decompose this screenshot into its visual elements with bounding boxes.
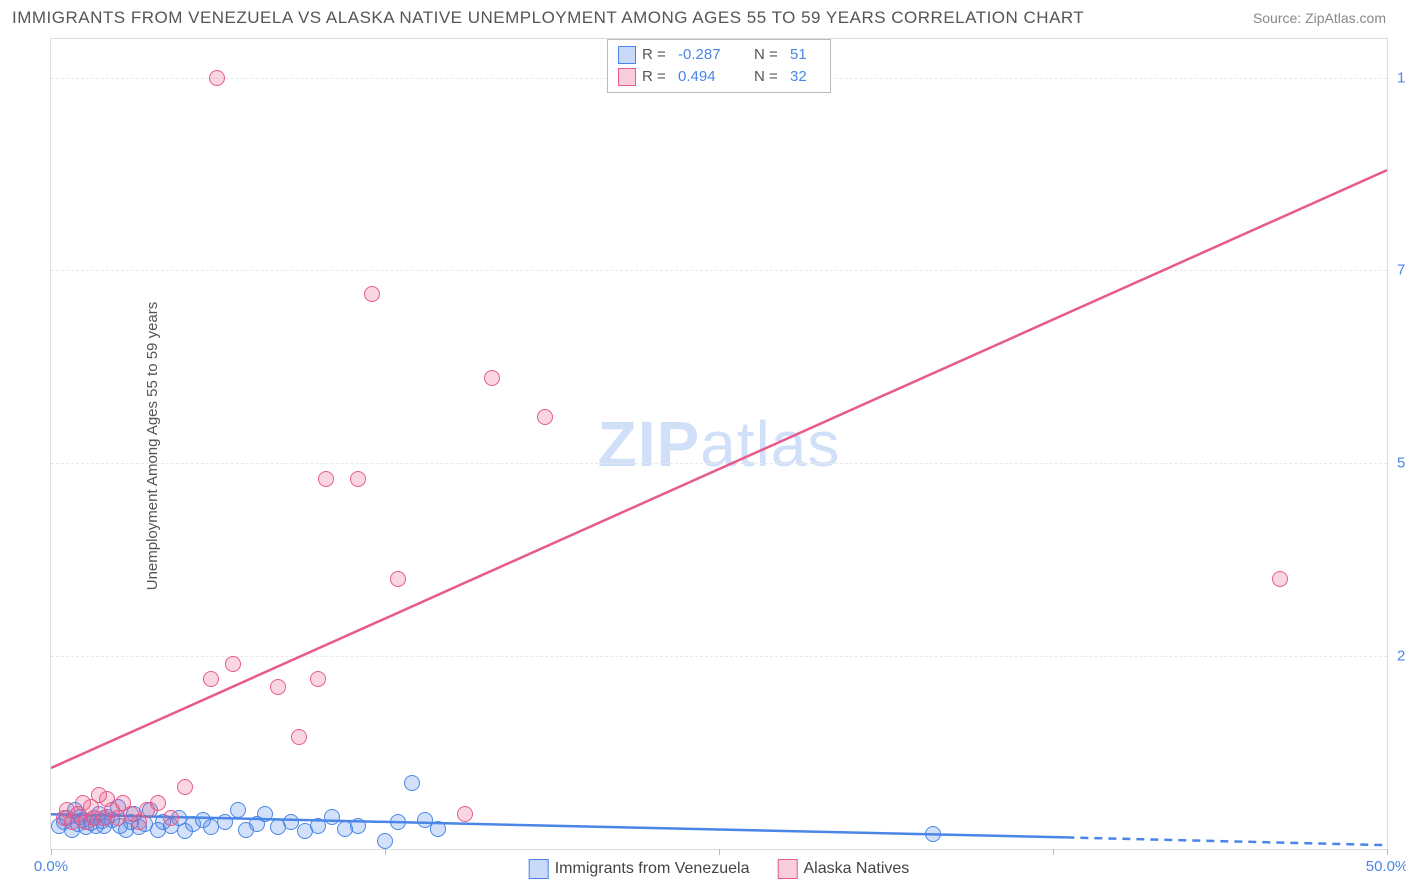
legend-item-series-0: Immigrants from Venezuela bbox=[529, 859, 750, 879]
swatch-icon bbox=[529, 859, 549, 879]
data-point bbox=[310, 671, 326, 687]
correlation-legend: R = -0.287 N = 51 R = 0.494 N = 32 bbox=[607, 39, 831, 93]
data-point bbox=[318, 471, 334, 487]
y-tick-label: 75.0% bbox=[1397, 262, 1406, 279]
data-point bbox=[377, 833, 393, 849]
y-tick-label: 100.0% bbox=[1397, 69, 1406, 86]
y-tick-label: 25.0% bbox=[1397, 648, 1406, 665]
data-point bbox=[150, 795, 166, 811]
data-point bbox=[270, 679, 286, 695]
legend-row-series-0: R = -0.287 N = 51 bbox=[618, 44, 820, 66]
data-point bbox=[177, 779, 193, 795]
source-label: Source: ZipAtlas.com bbox=[1253, 10, 1386, 26]
data-point bbox=[350, 818, 366, 834]
data-point bbox=[217, 814, 233, 830]
chart-title: IMMIGRANTS FROM VENEZUELA VS ALASKA NATI… bbox=[12, 8, 1084, 28]
data-point bbox=[1272, 571, 1288, 587]
data-point bbox=[350, 471, 366, 487]
data-point bbox=[457, 806, 473, 822]
data-point bbox=[390, 571, 406, 587]
data-point bbox=[324, 809, 340, 825]
data-point bbox=[257, 806, 273, 822]
swatch-series-0 bbox=[618, 46, 636, 64]
swatch-icon bbox=[777, 859, 797, 879]
x-tick-mark bbox=[1053, 849, 1054, 855]
x-tick-mark bbox=[1387, 849, 1388, 855]
data-point bbox=[203, 671, 219, 687]
plot-area: ZIPatlas 25.0%50.0%75.0%100.0% 0.0%50.0%… bbox=[50, 38, 1388, 850]
data-point bbox=[404, 775, 420, 791]
y-tick-label: 50.0% bbox=[1397, 455, 1406, 472]
data-point bbox=[925, 826, 941, 842]
x-tick-mark bbox=[385, 849, 386, 855]
series-legend: Immigrants from Venezuela Alaska Natives bbox=[529, 859, 910, 879]
data-point bbox=[390, 814, 406, 830]
data-point bbox=[364, 286, 380, 302]
data-point bbox=[484, 370, 500, 386]
data-point bbox=[537, 409, 553, 425]
data-point bbox=[430, 821, 446, 837]
trend-lines bbox=[51, 39, 1387, 849]
legend-row-series-1: R = 0.494 N = 32 bbox=[618, 66, 820, 88]
x-tick-mark bbox=[51, 849, 52, 855]
data-point bbox=[163, 810, 179, 826]
data-point bbox=[209, 70, 225, 86]
x-tick-mark bbox=[719, 849, 720, 855]
data-point bbox=[291, 729, 307, 745]
x-tick-label: 0.0% bbox=[34, 858, 68, 875]
data-point bbox=[225, 656, 241, 672]
x-tick-label: 50.0% bbox=[1366, 858, 1406, 875]
legend-item-series-1: Alaska Natives bbox=[777, 859, 909, 879]
data-point bbox=[230, 802, 246, 818]
swatch-series-1 bbox=[618, 68, 636, 86]
